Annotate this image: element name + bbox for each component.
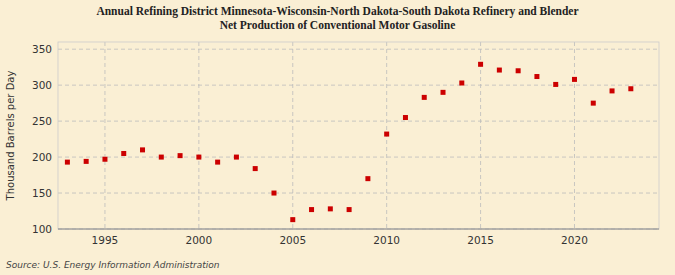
tick-label: 2010 [373,234,400,246]
point [140,147,145,152]
tick-label: 1995 [92,234,119,246]
point [121,151,126,156]
point [516,68,521,73]
grid-line [104,42,105,229]
grid-line [58,157,659,158]
point [253,166,258,171]
point [422,95,427,100]
background [0,0,675,275]
tick-label: 2015 [467,234,494,246]
point [84,159,89,164]
grid-line [58,49,659,50]
grid-line [574,42,575,229]
point [572,77,577,82]
tick-label: 350 [32,43,52,55]
point [497,68,502,73]
point [610,88,615,93]
tick-label: 300 [32,79,52,91]
point [215,160,220,165]
point [196,155,201,160]
x-axis-line [58,229,659,230]
point [478,62,483,67]
point [365,176,370,181]
point [65,160,70,165]
y-axis-label: Thousand Barrels per Day [5,71,16,202]
grid-line [198,42,199,229]
point [384,132,389,137]
grid [58,42,659,229]
point [309,207,314,212]
grid-line [58,85,659,86]
point [159,155,164,160]
tick-label: 2000 [185,234,212,246]
point [290,217,295,222]
point [534,74,539,79]
point [403,115,408,120]
tick-label: 2020 [561,234,588,246]
point [178,153,183,158]
point [591,101,596,106]
tick-label: 250 [32,115,52,127]
tick-label: 100 [32,223,52,235]
points [65,62,633,222]
tick-label: 150 [32,187,52,199]
point [328,206,333,211]
source: Source: U.S. Energy Information Administ… [6,260,220,270]
grid-line [292,42,293,229]
tick-label: 200 [32,151,52,163]
point [234,155,239,160]
grid-line [58,193,659,194]
grid-line [58,229,659,230]
title: Annual Refining District Minnesota-Wisco… [96,5,578,31]
point [271,191,276,196]
point [553,82,558,87]
chart: Annual Refining District Minnesota-Wisco… [0,0,675,275]
tick-label: 2005 [279,234,306,246]
plot-frame [58,42,659,229]
grid-line [480,42,481,229]
grid-line [58,121,659,122]
point [441,90,446,95]
point [628,86,633,91]
point [347,207,352,212]
point [102,157,107,162]
point [459,80,464,85]
